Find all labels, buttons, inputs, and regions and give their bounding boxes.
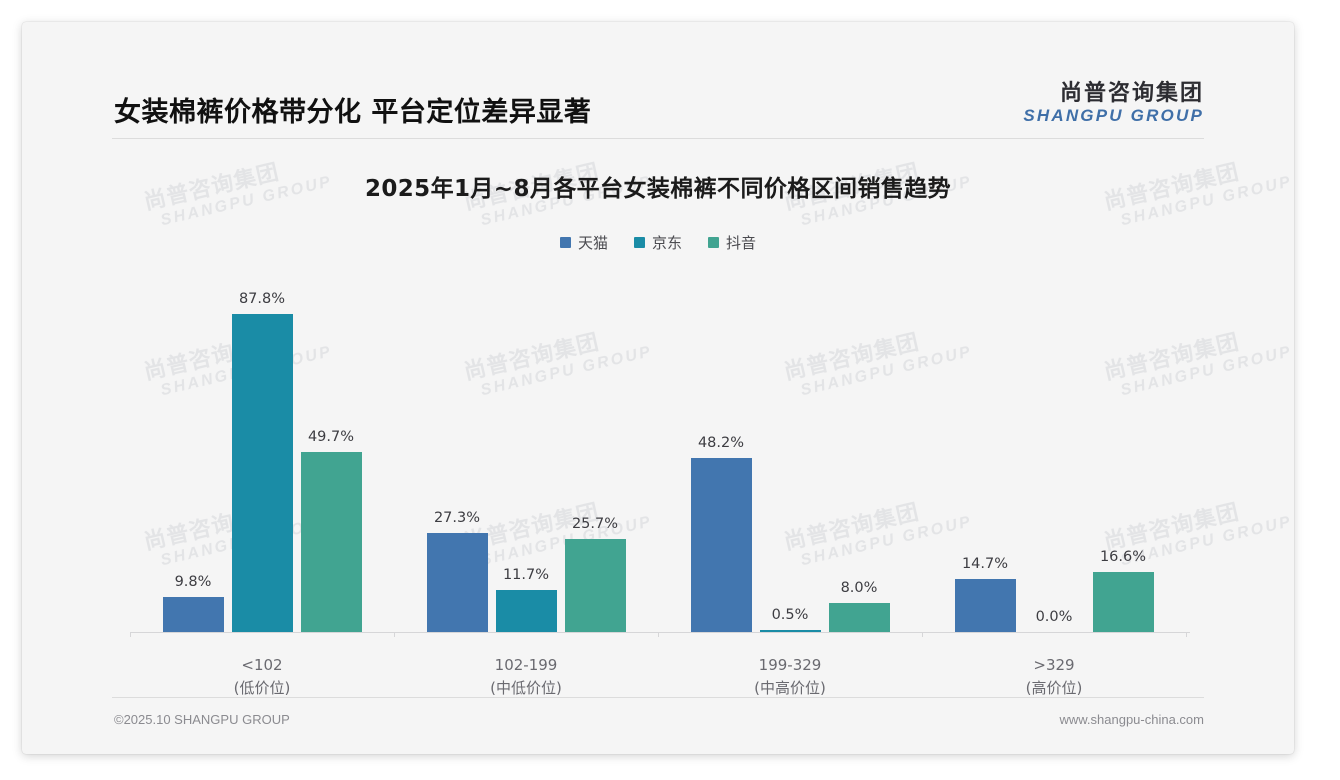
bar-京东-<102[interactable] [231,314,293,632]
bar-slot: 87.8% [231,270,293,632]
bar-value-label: 11.7% [502,566,550,583]
legend-label: 抖音 [726,234,757,252]
bar-value-label: 25.7% [571,515,619,532]
bar-天猫->329[interactable] [954,578,1016,632]
bar-value-label: 49.7% [307,429,355,446]
category-subtitle: (低价位) [233,678,291,697]
bar-京东-199-329[interactable] [759,630,821,632]
bar-group: 48.2% 0.5% 8.0% [658,270,922,632]
bar-value-label: 48.2% [697,434,745,451]
bar-slot: 14.7% [954,270,1016,632]
legend-item-京东[interactable]: 京东 [633,232,682,253]
bar-slot: 25.7% [564,270,626,632]
category-name: >329 [1033,656,1075,674]
bar-value-label: 8.0% [840,580,878,597]
bar-京东-102-199[interactable] [495,589,557,632]
bar-value-label: 0.5% [771,607,809,623]
bar-slot: 0.5% [759,270,821,632]
bar-slot: 16.6% [1092,270,1154,632]
slide-canvas: 尚普咨询集团 SHANGPU GROUP 尚普咨询集团 SHANGPU GROUP 尚普… [22,22,1294,754]
plot-area: 9.8% 87.8% 49.7% 27.3% 11.7% 25.7% 48.2% 0.5% 8.… [130,270,1186,632]
footer-website: www.shangpu-china.com [1059,712,1204,727]
bar-group: 9.8% 87.8% 49.7% [130,270,394,632]
bar-group: 14.7% 0.0% 16.6% [922,270,1186,632]
brand-logo-cn: 尚普咨询集团 [1059,81,1204,106]
header-divider [112,138,1204,139]
bar-value-label: 87.8% [238,291,286,308]
x-axis-category-label: 102-199 (中低价位) [394,654,658,699]
legend-label: 京东 [651,234,682,252]
slide-header: 女装棉裤价格带分化 平台定位差异显著 尚普咨询集团 SHANGPU GROUP [22,22,1294,140]
bar-value-label: 16.6% [1099,548,1147,565]
legend-item-天猫[interactable]: 天猫 [559,232,608,253]
bar-slot: 9.8% [162,270,224,632]
bar-抖音-199-329[interactable] [828,603,890,632]
category-name: 199-329 [758,656,822,674]
chart-title: 2025年1月~8月各平台女装棉裤不同价格区间销售趋势 [364,176,952,202]
category-name: <102 [241,656,283,674]
legend-swatch-icon [559,237,571,248]
x-axis-tick [922,632,923,637]
category-subtitle: (中低价位) [490,678,562,697]
bar-slot: 11.7% [495,270,557,632]
legend-swatch-icon [633,237,645,248]
bar-slot: 8.0% [828,270,890,632]
bar-value-label: 14.7% [961,555,1009,572]
category-subtitle: (高价位) [1025,678,1083,697]
x-axis-tick [130,632,131,637]
x-axis-category-label: >329 (高价位) [922,654,1186,699]
bar-value-label: 27.3% [433,510,481,527]
brand-logo: 尚普咨询集团 SHANGPU GROUP [1023,82,1204,125]
x-axis-tick [1186,632,1187,637]
chart-plot: 9.8% 87.8% 49.7% 27.3% 11.7% 25.7% 48.2% 0.5% 8.… [22,22,1294,754]
legend-item-抖音[interactable]: 抖音 [708,232,756,253]
bar-抖音->329[interactable] [1092,571,1154,632]
bar-slot: 27.3% [426,270,488,632]
category-subtitle: (中高价位) [754,678,826,697]
footer-copyright: ©2025.10 SHANGPU GROUP [114,712,290,727]
bar-slot: 49.7% [300,270,362,632]
footer-divider [112,697,1204,698]
legend-label: 天猫 [577,234,608,252]
legend-swatch-icon [708,237,719,248]
bar-天猫-<102[interactable] [162,596,224,632]
brand-logo-en: SHANGPU GROUP [1023,105,1204,125]
bar-天猫-102-199[interactable] [426,533,488,632]
x-axis-category-label: <102 (低价位) [130,654,394,699]
bar-抖音-102-199[interactable] [564,538,626,632]
x-axis-tick [394,632,395,637]
bar-slot: 48.2% [690,270,752,632]
bar-value-label: 0.0% [1035,609,1073,625]
x-axis-tick [658,632,659,637]
bar-抖音-<102[interactable] [300,452,362,632]
x-axis-category-label: 199-329 (中高价位) [658,654,922,699]
chart-legend: 天猫 京东 抖音 [22,232,1294,253]
category-name: 102-199 [494,656,558,674]
bar-value-label: 9.8% [174,573,212,590]
page-title: 女装棉裤价格带分化 平台定位差异显著 [114,97,592,128]
bar-group: 27.3% 11.7% 25.7% [394,270,658,632]
bar-天猫-199-329[interactable] [690,457,752,632]
x-axis-line [130,632,1190,633]
bar-slot: 0.0% [1024,270,1085,632]
